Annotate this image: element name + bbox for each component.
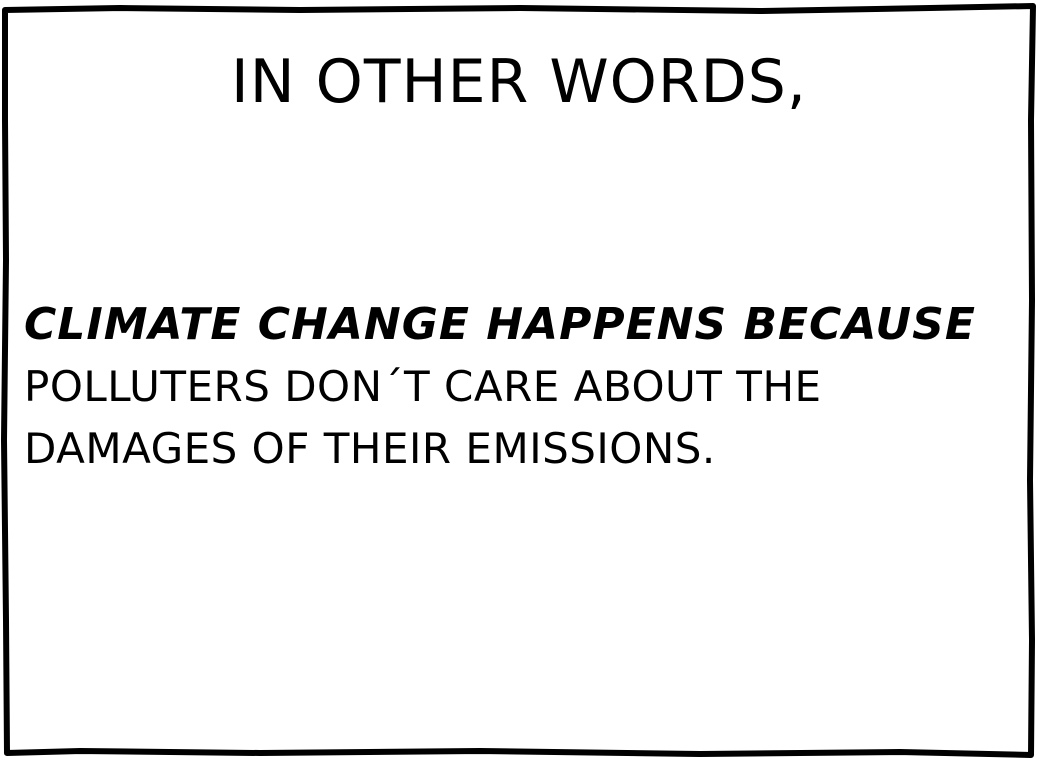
panel-heading: IN OTHER WORDS, — [231, 47, 807, 117]
body-line-2: DAMAGES OF THEIR EMISSIONS. — [24, 424, 716, 473]
body-line-1: POLLUTERS DON´T CARE ABOUT THE — [24, 362, 822, 411]
caption-text: CLIMATE CHANGE HAPPENS BECAUSE POLLUTERS… — [24, 294, 1024, 480]
emphasis-line: CLIMATE CHANGE HAPPENS BECAUSE — [24, 299, 976, 350]
